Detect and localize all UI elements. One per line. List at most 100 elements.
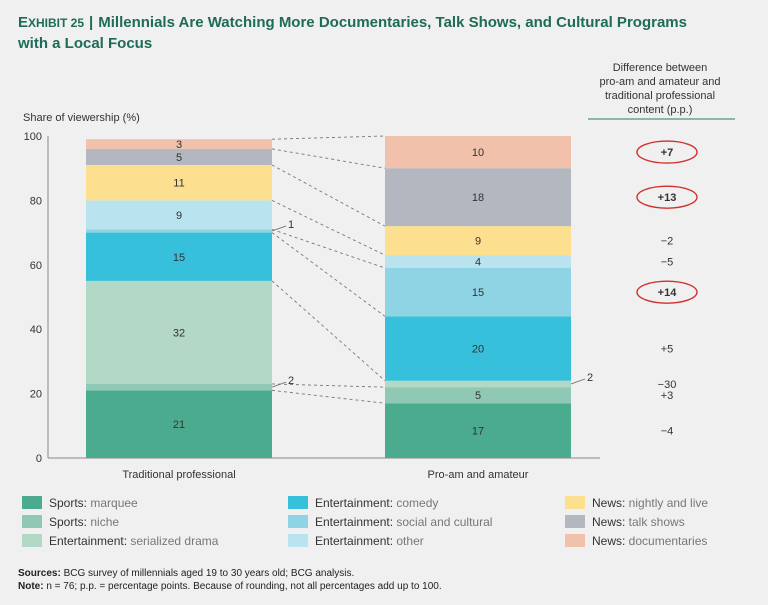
- legend-subcategory: marquee: [87, 496, 138, 510]
- legend-category: News:: [592, 515, 625, 529]
- legend-item-label: Entertainment: serialized drama: [49, 534, 219, 548]
- bar-segment: [385, 168, 571, 227]
- difference-value: −2: [661, 236, 674, 248]
- outside-data-label: 1: [288, 219, 294, 231]
- data-label: 10: [472, 147, 484, 159]
- x-category-label: Pro-am and amateur: [428, 469, 529, 481]
- legend-item-label: Sports: niche: [49, 515, 119, 529]
- connector-line: [271, 228, 386, 269]
- legend-swatch: [22, 515, 42, 528]
- data-label: 17: [472, 426, 484, 438]
- data-label: 9: [475, 236, 481, 248]
- bar-segment: [86, 383, 272, 391]
- legend-category: Sports:: [49, 496, 87, 510]
- legend-category: Entertainment:: [315, 515, 393, 529]
- outside-data-label: 2: [288, 375, 294, 387]
- legend-category: Sports:: [49, 515, 87, 529]
- highlight-circle: [636, 140, 698, 164]
- legend-item-label: Entertainment: comedy: [315, 496, 438, 510]
- data-label: 9: [176, 210, 182, 222]
- legend-item-label: Sports: marquee: [49, 496, 138, 510]
- exhibit-label: EXHIBIT 25 | Millennials Are Watching More…: [18, 14, 687, 31]
- legend-item-label: Entertainment: social and cultural: [315, 515, 492, 529]
- data-label: 21: [173, 419, 185, 431]
- data-label: 32: [173, 327, 185, 339]
- legend-category: News:: [592, 534, 625, 548]
- legend-subcategory: nightly and live: [625, 496, 708, 510]
- legend-swatch: [288, 534, 308, 547]
- y-tick-label: 0: [36, 453, 42, 465]
- legend-swatch: [288, 515, 308, 528]
- connector-line: [271, 383, 386, 388]
- bar-segment: [385, 255, 571, 269]
- bar-segment: [385, 316, 571, 381]
- legend-swatch: [288, 496, 308, 509]
- difference-value: −4: [661, 426, 674, 438]
- legend-subcategory: niche: [87, 515, 119, 529]
- bar-segment: [86, 148, 272, 165]
- legend-subcategory: talk shows: [625, 515, 684, 529]
- y-tick-label: 60: [30, 260, 42, 272]
- difference-value: −5: [661, 257, 674, 269]
- difference-value: +5: [661, 344, 674, 356]
- legend-swatch: [22, 496, 42, 509]
- connector-line: [271, 135, 386, 140]
- bar-segment: [86, 139, 272, 149]
- connector-line: [271, 232, 386, 317]
- connector-line: [271, 389, 386, 404]
- data-label: 4: [475, 257, 481, 269]
- legend-subcategory: documentaries: [625, 534, 707, 548]
- data-label: 5: [176, 152, 182, 164]
- legend-category: News:: [592, 496, 625, 510]
- legend-category: Entertainment:: [49, 534, 127, 548]
- data-label: 18: [472, 192, 484, 204]
- difference-value: +13: [658, 192, 677, 204]
- connector-line: [271, 199, 386, 256]
- data-label: 15: [472, 287, 484, 299]
- legend-item-label: News: documentaries: [592, 534, 707, 548]
- legend-subcategory: social and cultural: [393, 515, 492, 529]
- legend-swatch: [565, 515, 585, 528]
- difference-header-line: content (p.p.): [628, 104, 693, 116]
- difference-value: −30: [658, 379, 677, 391]
- outside-data-label: 2: [587, 372, 593, 384]
- bar-segment: [385, 380, 571, 388]
- bar-segment: [385, 403, 571, 458]
- sources-note: Sources: BCG survey of millennials aged …: [18, 568, 354, 579]
- footnote: Note: n = 76; p.p. = percentage points. …: [18, 581, 442, 592]
- legend-item-label: Entertainment: other: [315, 534, 424, 548]
- bar-segment: [385, 226, 571, 256]
- connector-line: [271, 148, 386, 169]
- y-tick-label: 80: [30, 195, 42, 207]
- connector-line: [271, 280, 386, 382]
- y-tick-label: 100: [24, 131, 42, 143]
- data-label: 5: [475, 390, 481, 402]
- legend-category: Entertainment:: [315, 496, 393, 510]
- bar-segment: [86, 200, 272, 230]
- bar-segment: [86, 229, 272, 233]
- bar-segment: [86, 232, 272, 281]
- legend-item-label: News: talk shows: [592, 515, 685, 529]
- difference-value: +3: [661, 390, 674, 402]
- difference-value: +7: [661, 147, 674, 159]
- legend-item-label: News: nightly and live: [592, 496, 708, 510]
- data-label: 11: [173, 178, 184, 190]
- legend-swatch: [565, 496, 585, 509]
- highlight-circle: [636, 280, 698, 304]
- legend-subcategory: other: [393, 534, 424, 548]
- connector-line: [271, 164, 386, 227]
- data-label: 3: [176, 139, 182, 151]
- difference-header: Difference between pro-am and amateur an…: [588, 62, 735, 120]
- y-tick-label: 40: [30, 324, 42, 336]
- legend-subcategory: comedy: [393, 496, 438, 510]
- leader-line: [570, 378, 586, 385]
- difference-value: +14: [658, 287, 678, 299]
- bar-segment: [86, 280, 272, 384]
- leader-line: [271, 381, 287, 388]
- difference-header-line: traditional professional: [605, 90, 715, 102]
- y-axis-label: Share of viewership (%): [23, 112, 140, 124]
- legend-subcategory: serialized drama: [127, 534, 219, 548]
- bar-segment: [385, 387, 571, 404]
